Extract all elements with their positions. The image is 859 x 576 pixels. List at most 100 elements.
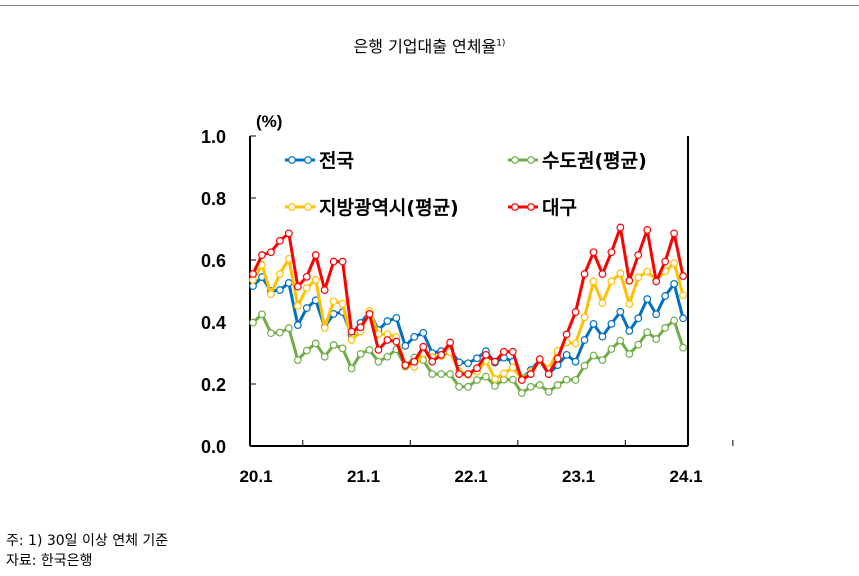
data-point — [249, 318, 257, 327]
data-point — [571, 357, 580, 366]
data-point — [544, 387, 553, 396]
data-point — [419, 342, 428, 351]
data-point — [589, 319, 598, 328]
data-point — [284, 324, 293, 333]
data-point — [338, 344, 347, 353]
data-point — [670, 259, 679, 268]
data-point — [302, 284, 311, 292]
data-point — [517, 389, 526, 397]
data-point — [652, 335, 661, 343]
data-point — [482, 350, 490, 359]
data-point — [275, 328, 284, 337]
data-point — [284, 254, 293, 263]
legend-marker — [511, 156, 519, 164]
legend-marker — [527, 156, 535, 164]
data-point — [607, 319, 616, 328]
legend-label: 지방광역시(평균) — [319, 197, 459, 219]
data-point — [437, 350, 446, 359]
data-point — [553, 354, 562, 363]
data-point — [347, 364, 356, 373]
data-point — [258, 310, 266, 319]
data-point — [446, 338, 455, 347]
data-point — [670, 229, 679, 238]
data-point — [302, 304, 311, 312]
data-point — [508, 363, 517, 372]
data-point — [625, 350, 634, 358]
data-point — [562, 375, 571, 384]
data-point — [616, 269, 625, 278]
data-point — [679, 272, 687, 281]
data-point — [535, 355, 544, 364]
data-point — [293, 301, 302, 310]
data-point — [517, 376, 526, 384]
data-point — [598, 332, 607, 341]
data-point — [652, 310, 661, 319]
data-point — [320, 286, 329, 294]
data-point — [499, 347, 508, 356]
data-point — [302, 272, 311, 281]
data-point — [383, 352, 392, 361]
data-point — [464, 359, 472, 368]
data-point — [670, 316, 679, 325]
data-point — [473, 376, 481, 384]
series-line-2 — [251, 312, 685, 395]
data-point — [526, 382, 535, 391]
data-point — [455, 370, 463, 378]
data-point — [419, 328, 428, 337]
data-point — [508, 347, 517, 356]
data-point — [464, 382, 472, 391]
data-point — [643, 267, 652, 276]
data-point — [491, 381, 499, 390]
legend-marker — [288, 203, 296, 211]
legend-label: 대구 — [542, 197, 577, 219]
legend-label: 수도권(평균) — [542, 150, 647, 172]
y-tick-label: 0.0 — [201, 437, 226, 457]
data-point — [571, 339, 580, 348]
data-point — [428, 357, 437, 366]
data-point — [643, 226, 652, 234]
data-point — [311, 275, 320, 284]
y-tick-label: 1.0 — [201, 127, 226, 147]
y-tick-label: 0.4 — [201, 313, 226, 333]
data-point — [580, 361, 589, 370]
data-point — [275, 286, 284, 294]
data-point — [526, 370, 535, 378]
data-point — [625, 276, 634, 285]
data-point — [616, 223, 625, 232]
data-point — [571, 308, 580, 316]
chart-title-footnote-mark: 1) — [496, 38, 506, 49]
data-point — [616, 307, 625, 316]
top-rule — [0, 5, 859, 6]
data-point — [473, 364, 481, 373]
chart-title: 은행 기업대출 연체율1) — [0, 33, 859, 57]
data-point — [652, 277, 661, 286]
data-point — [464, 370, 472, 378]
data-point — [634, 340, 643, 349]
data-point — [499, 369, 508, 378]
footnote-source: 자료: 한국은행 — [6, 553, 93, 569]
data-point — [643, 328, 652, 337]
data-point — [320, 352, 329, 361]
legend-marker — [511, 203, 519, 211]
data-point — [607, 345, 616, 353]
data-point — [428, 370, 437, 378]
data-point — [455, 382, 463, 391]
data-point — [670, 279, 679, 288]
data-point — [401, 361, 410, 369]
data-point — [293, 356, 302, 365]
data-point — [329, 297, 338, 306]
data-point — [562, 350, 571, 359]
data-point — [544, 370, 553, 378]
data-point — [347, 336, 356, 344]
data-point — [482, 372, 490, 381]
data-point — [643, 295, 652, 303]
data-point — [679, 314, 687, 323]
x-tick-label: 21.1 — [347, 467, 380, 486]
data-point — [275, 270, 284, 278]
data-point — [258, 251, 266, 259]
data-point — [401, 341, 410, 350]
legend-marker — [304, 203, 312, 211]
data-point — [625, 327, 634, 335]
legend-label: 전국 — [319, 150, 354, 172]
y-tick-label: 0.8 — [201, 189, 226, 209]
